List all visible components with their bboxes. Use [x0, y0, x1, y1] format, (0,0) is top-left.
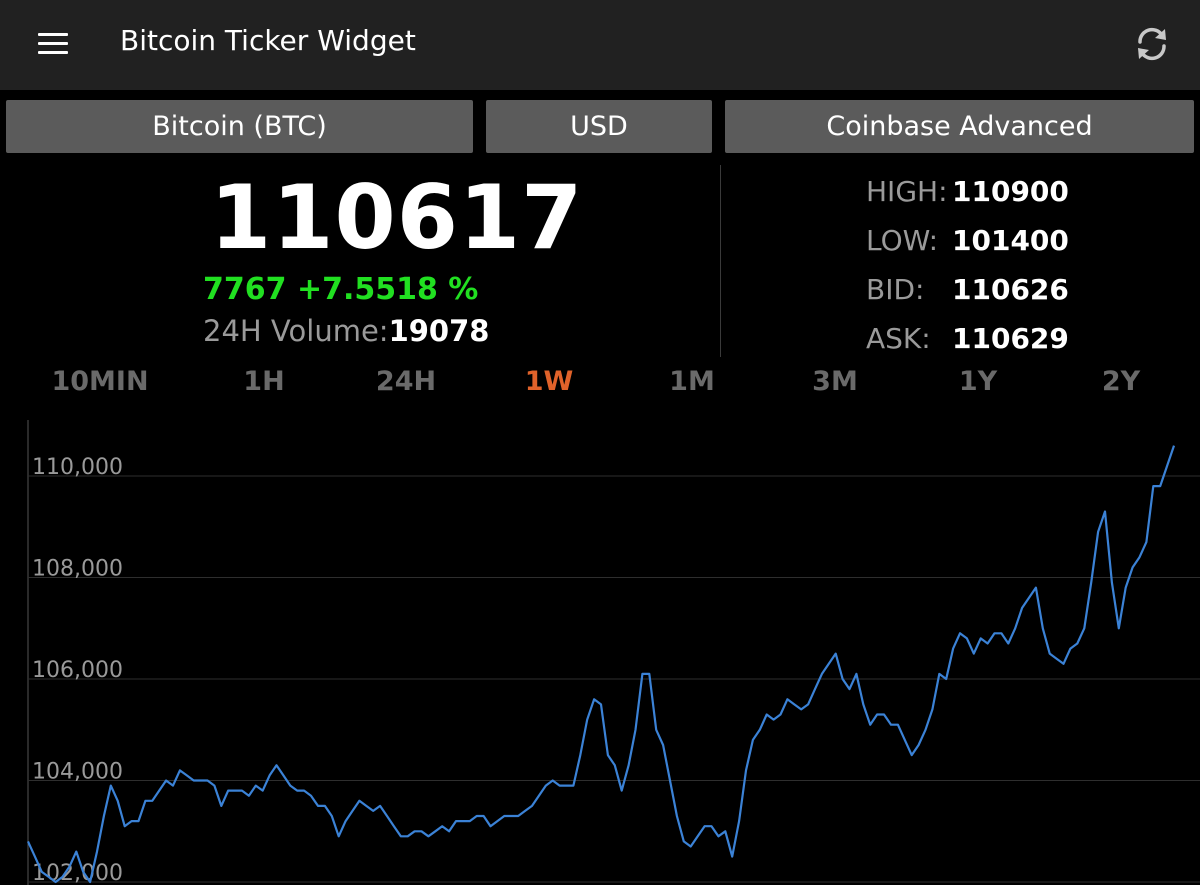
- volume-info: 24H Volume:19078: [203, 314, 489, 348]
- price-series-line: [26, 445, 1176, 884]
- tab-3m[interactable]: 3M: [812, 366, 858, 397]
- app-title: Bitcoin Ticker Widget: [120, 24, 416, 57]
- ask-label: ASK:: [866, 322, 931, 355]
- tab-24h[interactable]: 24H: [375, 366, 437, 397]
- stats-divider: [720, 165, 721, 357]
- low-value: 101400: [952, 224, 1069, 257]
- bid-label: BID:: [866, 273, 925, 306]
- menu-icon[interactable]: [38, 31, 70, 55]
- tab-2y[interactable]: 2Y: [1101, 366, 1141, 397]
- tab-1y[interactable]: 1Y: [958, 366, 998, 397]
- tab-1w[interactable]: 1W: [524, 366, 574, 397]
- exchange-selector-button[interactable]: Coinbase Advanced: [725, 100, 1194, 153]
- price-chart[interactable]: 102,000 104,000 106,000 108,000 110,000: [0, 420, 1200, 885]
- high-value: 110900: [952, 175, 1069, 208]
- y-tick-label: 106,000: [32, 658, 123, 683]
- bid-value: 110626: [952, 273, 1069, 306]
- high-label: HIGH:: [866, 175, 948, 208]
- y-tick-label: 104,000: [32, 760, 123, 785]
- time-range-tabs: 10MIN 1H 24H 1W 1M 3M 1Y 2Y: [0, 366, 1200, 406]
- y-tick-label: 108,000: [32, 557, 123, 582]
- tab-10min[interactable]: 10MIN: [51, 366, 149, 397]
- tab-1m[interactable]: 1M: [669, 366, 715, 397]
- refresh-icon[interactable]: [1132, 24, 1172, 64]
- app-bar: Bitcoin Ticker Widget: [0, 0, 1200, 90]
- currency-selector-button[interactable]: USD: [486, 100, 712, 153]
- volume-label: 24H Volume:: [203, 314, 389, 348]
- coin-selector-button[interactable]: Bitcoin (BTC): [6, 100, 473, 153]
- price-change: 7767 +7.5518 %: [203, 272, 479, 307]
- current-price: 110617: [210, 166, 584, 269]
- y-tick-label: 102,000: [32, 861, 123, 885]
- low-label: LOW:: [866, 224, 939, 257]
- volume-value: 19078: [388, 314, 490, 348]
- ask-value: 110629: [952, 322, 1069, 355]
- y-tick-label: 110,000: [32, 455, 123, 480]
- tab-1h[interactable]: 1H: [243, 366, 285, 397]
